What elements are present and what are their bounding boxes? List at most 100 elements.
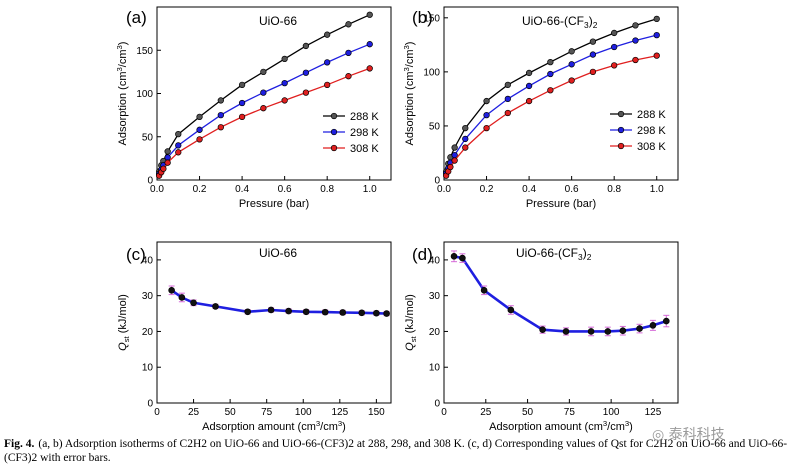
x-tick-label: 0.6 bbox=[565, 184, 579, 195]
series-288-K bbox=[442, 15, 660, 175]
watermark-icon: ◎ bbox=[652, 427, 665, 443]
data-point bbox=[196, 113, 203, 121]
watermark-text: 泰科科技 bbox=[668, 427, 725, 443]
data-point bbox=[164, 159, 171, 166]
series-line bbox=[445, 18, 657, 172]
data-point bbox=[238, 113, 246, 121]
x-tick-label: 1.0 bbox=[650, 184, 664, 195]
plot-frame bbox=[156, 241, 392, 404]
data-point bbox=[366, 11, 373, 18]
x-tick-label: 100 bbox=[603, 407, 620, 418]
data-point bbox=[244, 308, 251, 316]
series-line bbox=[445, 34, 657, 174]
chart-panel-1: (a) 0.0 0.2 0.4 0.6 0.8 1.0 0 50 100 150 Pressure (… bbox=[115, 6, 392, 210]
legend-marker bbox=[330, 112, 338, 120]
x-axis-label: Adsorption amount (cm3/cm3) bbox=[489, 419, 633, 433]
data-point bbox=[450, 253, 458, 260]
y-tick-label: 0 bbox=[434, 399, 440, 410]
data-point bbox=[587, 328, 595, 335]
chart-panel-2: (b) 0.0 0.2 0.4 0.6 0.8 1.0 0 50 100 150 Pressure (… bbox=[402, 6, 679, 210]
data-point bbox=[483, 124, 490, 132]
panel-label: (a) bbox=[126, 8, 147, 27]
x-tick-label: 50 bbox=[522, 407, 534, 418]
legend-marker bbox=[617, 110, 625, 118]
x-axis-label: Pressure (bar) bbox=[526, 198, 596, 210]
data-point bbox=[160, 165, 167, 172]
data-point bbox=[568, 48, 575, 55]
data-point bbox=[632, 37, 639, 44]
caption-label: Fig. 4. bbox=[4, 438, 35, 450]
data-point bbox=[504, 95, 511, 103]
legend-label: 288 K bbox=[637, 109, 666, 121]
watermark: ◎ 泰科科技 bbox=[652, 424, 725, 444]
legend-marker bbox=[330, 144, 338, 152]
data-point bbox=[217, 124, 224, 131]
data-point bbox=[653, 15, 660, 23]
data-point bbox=[653, 31, 660, 39]
x-tick-label: 0.0 bbox=[150, 184, 164, 195]
data-point bbox=[462, 144, 469, 151]
data-point bbox=[267, 306, 275, 314]
series-308-K bbox=[442, 52, 660, 179]
x-tick-label: 0.6 bbox=[278, 184, 292, 195]
data-point bbox=[358, 309, 366, 317]
data-point bbox=[168, 286, 175, 294]
y-axis-label: Adsorption (cm3/cm3) bbox=[402, 42, 416, 146]
legend-marker bbox=[330, 128, 338, 136]
data-point bbox=[302, 69, 310, 76]
data-point bbox=[451, 144, 458, 151]
data-point bbox=[238, 99, 246, 107]
data-point bbox=[589, 51, 597, 58]
y-tick-label: 40 bbox=[142, 255, 154, 266]
x-tick-label: 0.4 bbox=[522, 184, 536, 195]
data-point bbox=[483, 111, 490, 119]
series-298-K bbox=[442, 31, 660, 177]
data-point bbox=[217, 97, 224, 104]
x-tick-label: 75 bbox=[564, 407, 576, 418]
y-tick-label: 150 bbox=[423, 13, 440, 24]
data-point bbox=[345, 73, 352, 80]
y-tick-label: 100 bbox=[423, 67, 440, 78]
data-point bbox=[480, 286, 488, 294]
data-point bbox=[285, 307, 292, 315]
data-point bbox=[302, 308, 310, 316]
legend-marker bbox=[617, 142, 625, 150]
legend-label: 298 K bbox=[350, 127, 379, 139]
y-axis-label: Qst (kJ/mol) bbox=[117, 294, 131, 351]
data-point bbox=[568, 61, 575, 68]
y-tick-label: 50 bbox=[429, 121, 441, 132]
data-point bbox=[321, 308, 329, 316]
x-tick-label: 50 bbox=[225, 407, 237, 418]
legend-label: 288 K bbox=[350, 111, 379, 123]
data-point bbox=[383, 310, 390, 317]
data-point bbox=[611, 29, 618, 37]
data-point bbox=[649, 322, 657, 329]
x-tick-label: 125 bbox=[331, 407, 348, 418]
data-point bbox=[632, 56, 639, 64]
data-point bbox=[175, 131, 182, 138]
x-tick-label: 0.8 bbox=[607, 184, 621, 195]
legend-marker bbox=[617, 126, 625, 134]
y-tick-label: 30 bbox=[429, 291, 441, 302]
y-axis-label: Qst (kJ/mol) bbox=[404, 294, 418, 351]
x-tick-label: 75 bbox=[261, 407, 273, 418]
data-point bbox=[366, 41, 373, 48]
data-point bbox=[175, 149, 182, 156]
data-point bbox=[164, 148, 171, 155]
data-point bbox=[238, 81, 246, 88]
chart-panel-3: (c) 0 25 50 75 100 125 150 0 10 20 30 40 Adsorption a… bbox=[117, 241, 392, 433]
data-point bbox=[632, 22, 639, 29]
legend: 288 K 298 K 308 K bbox=[610, 109, 666, 153]
data-point bbox=[483, 97, 490, 105]
chart-title: UiO-66-(CF3)2 bbox=[516, 246, 592, 262]
x-tick-label: 0.2 bbox=[480, 184, 494, 195]
data-point bbox=[619, 327, 627, 335]
data-point bbox=[525, 82, 533, 90]
data-point bbox=[196, 126, 203, 133]
data-point bbox=[164, 154, 171, 161]
data-point bbox=[611, 62, 618, 69]
data-point bbox=[212, 303, 219, 310]
chart-panel-4: (d) 0 25 50 75 100 125 0 10 20 30 40 Adsorption amou… bbox=[404, 241, 679, 433]
x-tick-label: 0.4 bbox=[235, 184, 249, 195]
data-point bbox=[604, 328, 612, 335]
